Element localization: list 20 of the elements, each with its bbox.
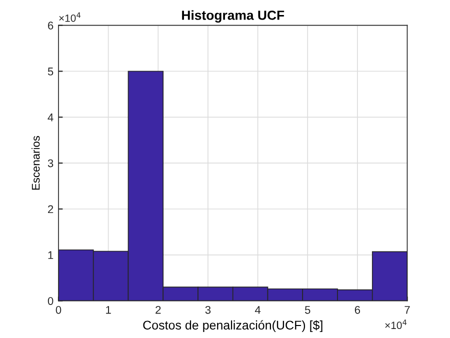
x-tick-label: 1 <box>106 306 111 314</box>
x-tick-label: 2 <box>156 306 161 314</box>
x-tick-label: 5 <box>304 306 310 314</box>
chart-title: Histograma UCF <box>182 10 284 23</box>
x-tick-label: 7 <box>404 306 410 314</box>
text: ×10$^{4}$ <box>385 320 407 330</box>
y-tick-label: 6 <box>48 22 54 30</box>
y-tick-label: 0 <box>48 297 54 305</box>
y-tick-label: 3 <box>48 159 54 168</box>
x-tick-label: 4 <box>254 306 261 314</box>
text: ×10$^{4}$ <box>59 12 80 22</box>
y-tick-label: 2 <box>48 205 54 214</box>
x-axis-title: Costos de penalización(UCF) [$] <box>143 320 322 332</box>
y-tick-label: 1 <box>48 251 54 259</box>
y-tick-label: 4 <box>48 114 54 122</box>
y-tick-label: 5 <box>48 68 54 76</box>
x-tick-label: 0 <box>56 306 62 314</box>
x-tick-label: 6 <box>354 306 360 314</box>
y-axis-title: Escenarios <box>32 136 40 190</box>
x-tick-label: 3 <box>205 306 211 314</box>
